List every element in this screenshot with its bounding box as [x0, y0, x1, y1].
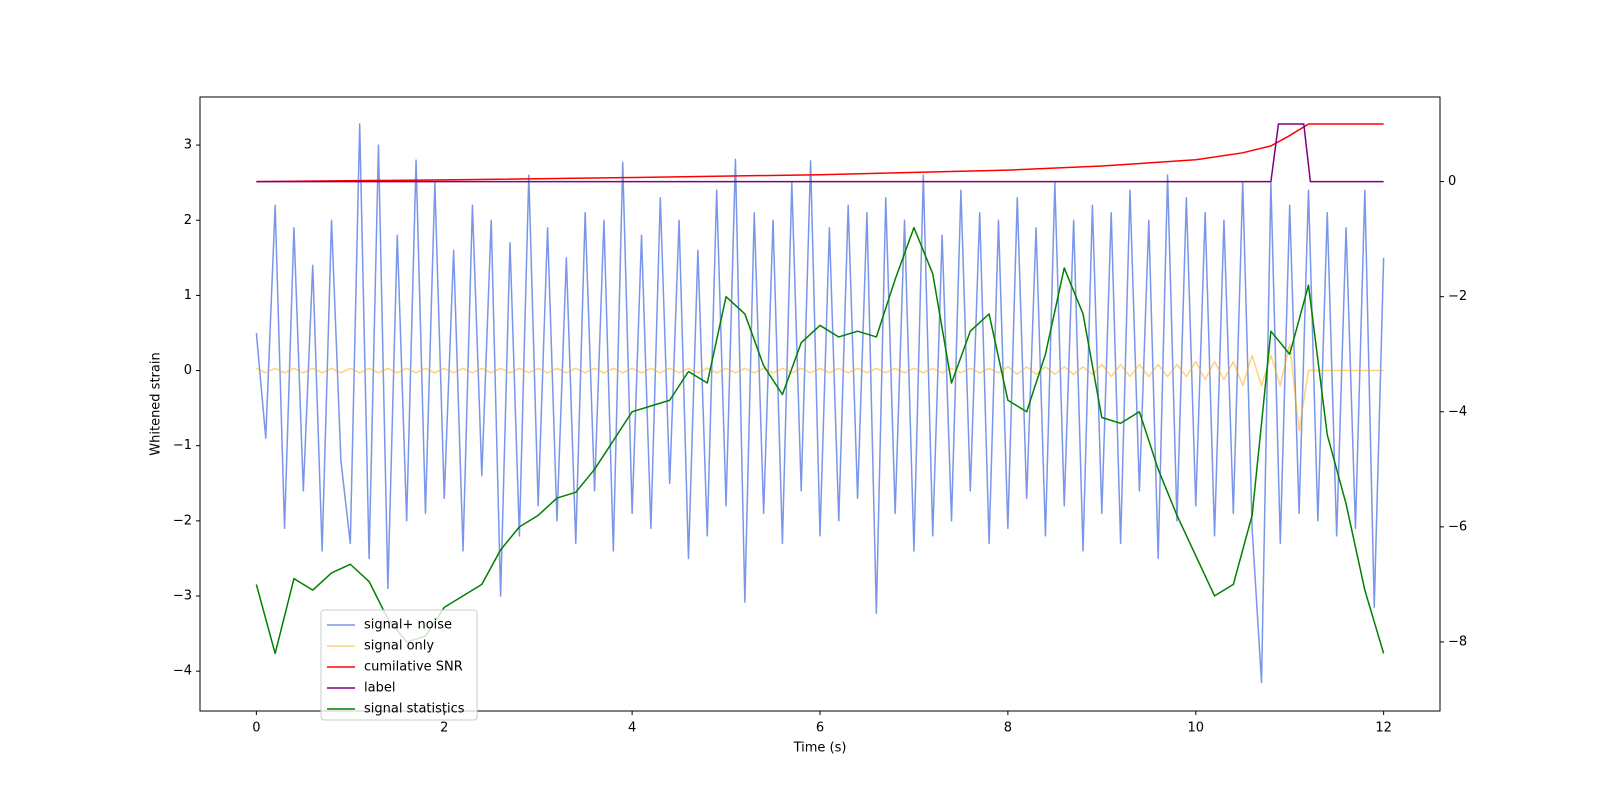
- x-tick-label: 8: [1004, 721, 1012, 736]
- y2-tick-label: −2: [1448, 289, 1467, 304]
- series-line: [255, 226, 1385, 655]
- y-tick-label: −1: [173, 438, 192, 453]
- legend: signal+ noise signal only cumilative SNR la…: [320, 609, 478, 721]
- y-tick-label: −3: [173, 589, 192, 604]
- x-tick-label: 6: [816, 721, 824, 736]
- y-tick-label: −2: [173, 513, 192, 528]
- legend-label: label: [364, 681, 395, 696]
- series-line: [256, 123, 1384, 183]
- y-tick-label: 2: [184, 213, 192, 228]
- legend-box: [320, 609, 478, 721]
- x-tick-label: 10: [1187, 721, 1204, 736]
- x-tick-label: 4: [628, 721, 636, 736]
- y-tick-label: 0: [184, 363, 192, 378]
- y-tick-label: −4: [173, 664, 192, 679]
- series-line: [256, 123, 1384, 183]
- y-tick-label: 3: [184, 138, 192, 153]
- y-axis-label: Whitened strain: [149, 352, 164, 455]
- legend-label: signal statistics: [364, 702, 465, 717]
- x-tick-label: 0: [252, 721, 260, 736]
- legend-label: signal only: [364, 639, 434, 654]
- y2-tick-label: −6: [1448, 519, 1467, 534]
- y2-tick-label: −8: [1448, 634, 1467, 649]
- legend-label: cumilative SNR: [364, 660, 463, 675]
- legend-label: signal+ noise: [364, 618, 452, 633]
- x-axis-label: Time (s): [793, 741, 847, 756]
- x-tick-label: 2: [440, 721, 448, 736]
- series-line: [255, 123, 1385, 684]
- y-tick-label: 1: [184, 288, 192, 303]
- plot-area: [255, 123, 1385, 684]
- x-tick-label: 12: [1375, 721, 1392, 736]
- series-line: [256, 343, 1384, 432]
- y2-tick-label: 0: [1448, 174, 1456, 189]
- y2-tick-label: −4: [1448, 404, 1467, 419]
